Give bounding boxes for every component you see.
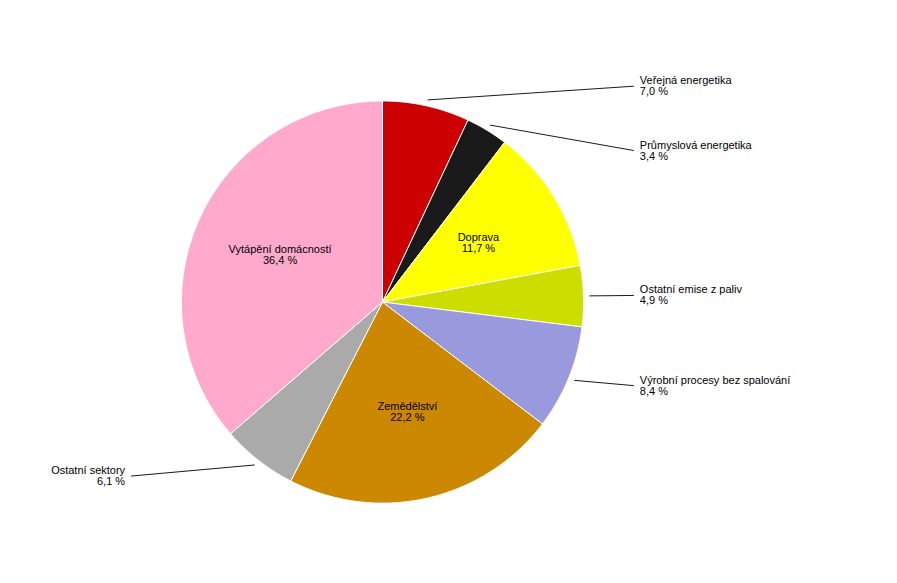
- svg-text:Veřejná energetika7,0 %: Veřejná energetika7,0 %: [640, 74, 733, 97]
- svg-text:Zemědělství22,2 %: Zemědělství22,2 %: [377, 400, 437, 423]
- svg-text:Ostatní emise z paliv4,9 %: Ostatní emise z paliv4,9 %: [640, 283, 743, 306]
- svg-text:Výrobní procesy bez spalování8: Výrobní procesy bez spalování8,4 %: [640, 374, 790, 397]
- svg-text:Vytápění domácností36,4 %: Vytápění domácností36,4 %: [229, 243, 332, 266]
- svg-text:Doprava11,7 %: Doprava11,7 %: [458, 231, 500, 254]
- svg-text:Ostatní sektory6,1 %: Ostatní sektory6,1 %: [51, 464, 125, 487]
- svg-text:Průmyslová energetika3,4 %: Průmyslová energetika3,4 %: [640, 139, 753, 162]
